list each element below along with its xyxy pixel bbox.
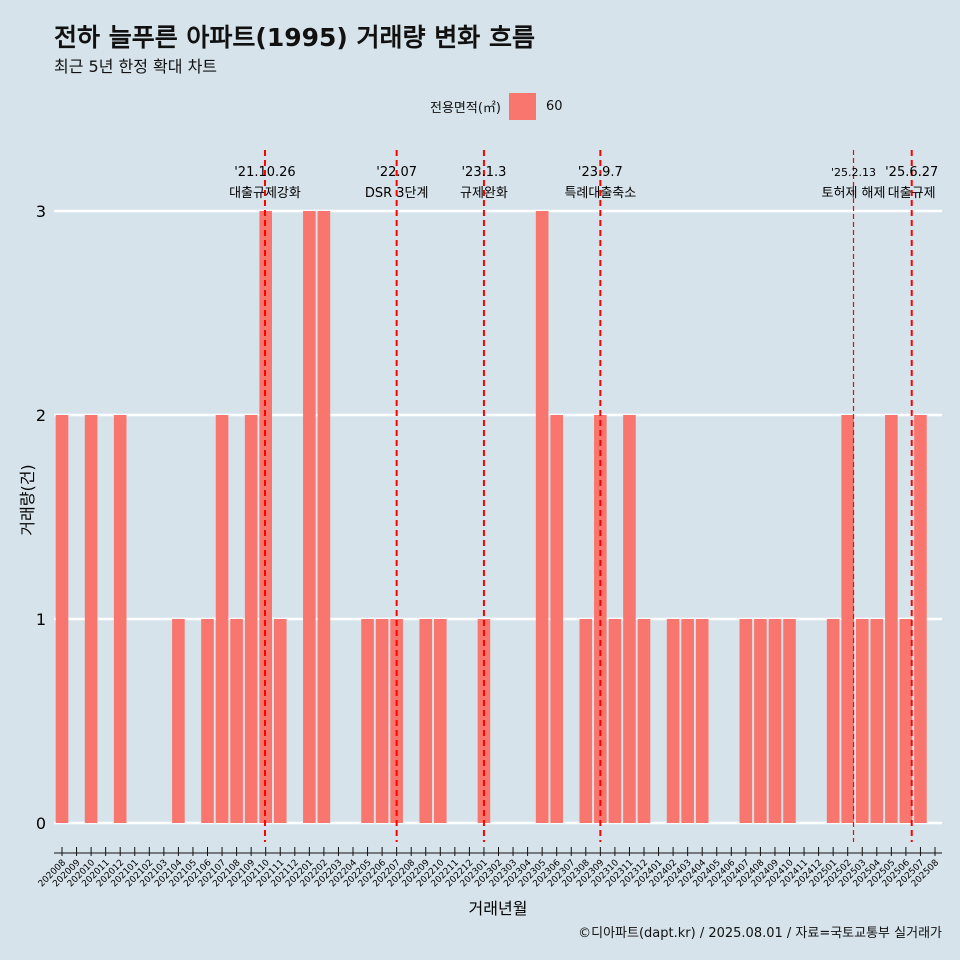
bars bbox=[55, 211, 927, 823]
bar bbox=[608, 619, 622, 823]
bar bbox=[783, 619, 796, 823]
legend-title: 전용면적(㎡) bbox=[430, 101, 501, 116]
bar bbox=[303, 211, 316, 823]
bar bbox=[623, 415, 636, 823]
bar bbox=[826, 619, 840, 823]
bar bbox=[273, 619, 287, 823]
event-date-label: '25.2.13 bbox=[831, 166, 876, 179]
bar bbox=[841, 415, 854, 823]
event-date-label: '23.9.7 bbox=[578, 165, 623, 180]
bar bbox=[855, 619, 869, 823]
bar bbox=[419, 619, 433, 823]
event-label: DSR 3단계 bbox=[365, 186, 429, 201]
bar bbox=[535, 211, 549, 823]
bar bbox=[579, 619, 593, 823]
source-caption: ©디아파트(dapt.kr) / 2025.08.01 / 자료=국토교통부 실… bbox=[578, 926, 942, 941]
bar bbox=[899, 619, 913, 823]
event-label: 대출규제강화 bbox=[229, 186, 301, 201]
event-label: 대출규제 bbox=[888, 186, 936, 201]
event-label: 규제완화 bbox=[460, 186, 508, 201]
bar bbox=[768, 619, 782, 823]
y-tick-label: 0 bbox=[36, 814, 46, 833]
event-date-label: '22.07 bbox=[376, 165, 417, 180]
y-axis-title: 거래량(건) bbox=[18, 464, 37, 535]
bar bbox=[434, 619, 447, 823]
bar bbox=[666, 619, 680, 823]
bar bbox=[754, 619, 767, 823]
bar bbox=[375, 619, 389, 823]
gridlines bbox=[54, 209, 942, 825]
y-tick-label: 2 bbox=[36, 406, 46, 425]
bar bbox=[914, 415, 927, 823]
bar bbox=[113, 415, 127, 823]
bar bbox=[594, 415, 607, 823]
bar bbox=[870, 619, 884, 823]
legend-swatch bbox=[508, 93, 536, 120]
bar bbox=[55, 415, 69, 823]
bar bbox=[215, 415, 229, 823]
bar bbox=[172, 619, 185, 823]
chart-subtitle: 최근 5년 한정 확대 차트 bbox=[54, 57, 218, 76]
event-date-label: '21.10.26 bbox=[234, 165, 295, 180]
y-tick-label: 3 bbox=[36, 202, 46, 221]
legend-entry-label: 60 bbox=[545, 99, 563, 114]
bar bbox=[739, 619, 753, 823]
bar bbox=[201, 619, 214, 823]
event-markers: '21.10.26 대출규제강화 '22.07 DSR 3단계 '23.1.3 규제완화 '… bbox=[229, 150, 938, 842]
chart-title: 전하 늘푸른 아파트(1995) 거래량 변화 흐름 bbox=[54, 23, 535, 52]
bar bbox=[259, 211, 272, 823]
event-date-label: '23.1.3 bbox=[461, 165, 506, 180]
bar bbox=[637, 619, 651, 823]
legend: 전용면적(㎡) 60 bbox=[430, 93, 563, 120]
bar bbox=[885, 415, 898, 823]
bar bbox=[244, 415, 258, 823]
bar bbox=[84, 415, 98, 823]
bar bbox=[681, 619, 694, 823]
bar bbox=[550, 415, 563, 823]
event-label: 특례대출축소 bbox=[564, 186, 636, 201]
event-label: 토허제 해제 bbox=[822, 186, 886, 201]
bar bbox=[317, 211, 331, 823]
y-tick-label: 1 bbox=[36, 610, 46, 629]
x-axis-title: 거래년월 bbox=[469, 899, 528, 918]
event-date-label: '25.6.27 bbox=[885, 165, 938, 180]
bar bbox=[695, 619, 709, 823]
bar bbox=[230, 619, 243, 823]
bar bbox=[361, 619, 374, 823]
